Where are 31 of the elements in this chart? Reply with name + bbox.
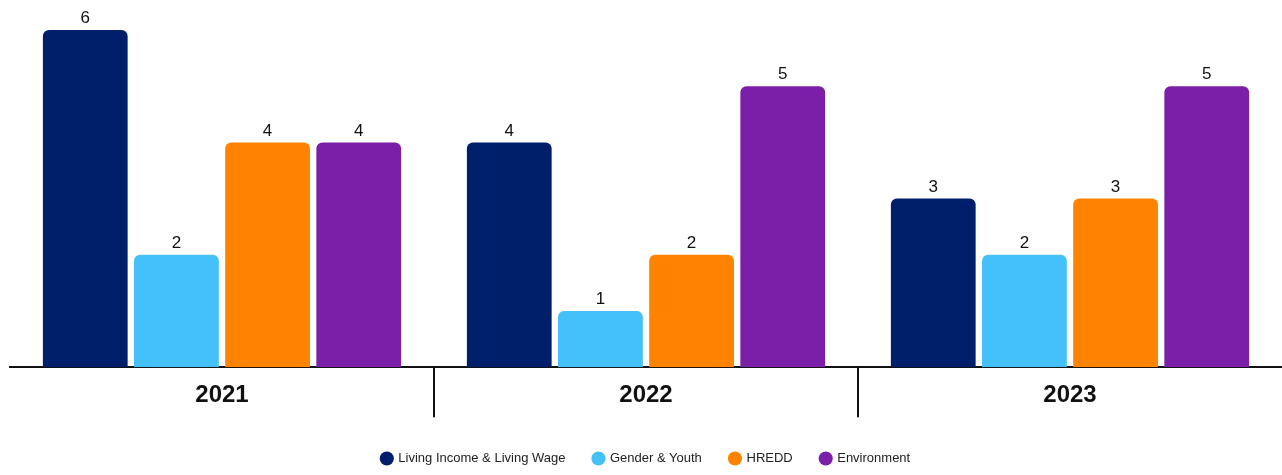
bar (890, 198, 976, 368)
data-label: 5 (1202, 64, 1212, 84)
bar (1164, 86, 1250, 368)
data-label: 2 (686, 232, 697, 252)
data-label: 2 (1019, 232, 1030, 252)
bar (225, 142, 310, 368)
bar (982, 254, 1067, 368)
bar (466, 142, 552, 368)
bar (1073, 198, 1158, 368)
legend-label: Environment (837, 450, 911, 466)
data-label: 5 (778, 64, 788, 84)
data-label: 4 (354, 120, 364, 140)
data-label: 4 (262, 120, 273, 140)
x-tick-label: 2021 (195, 380, 249, 408)
data-label: 3 (928, 176, 938, 196)
bar (740, 86, 826, 368)
data-label: 2 (171, 232, 182, 252)
x-tick-label: 2022 (619, 380, 673, 408)
data-label: 1 (595, 289, 606, 309)
bar (134, 254, 219, 368)
bar (316, 142, 402, 368)
data-label: 6 (80, 8, 90, 28)
legend-label: HREDD (746, 450, 793, 466)
bar (558, 311, 643, 368)
x-tick-label: 2023 (1043, 380, 1097, 408)
legend-label: Living Income & Living Wage (398, 450, 566, 466)
data-label: 4 (504, 120, 514, 140)
bar (42, 30, 128, 368)
legend-label: Gender & Youth (609, 450, 702, 466)
data-label: 3 (1110, 176, 1121, 196)
bar (649, 254, 734, 368)
